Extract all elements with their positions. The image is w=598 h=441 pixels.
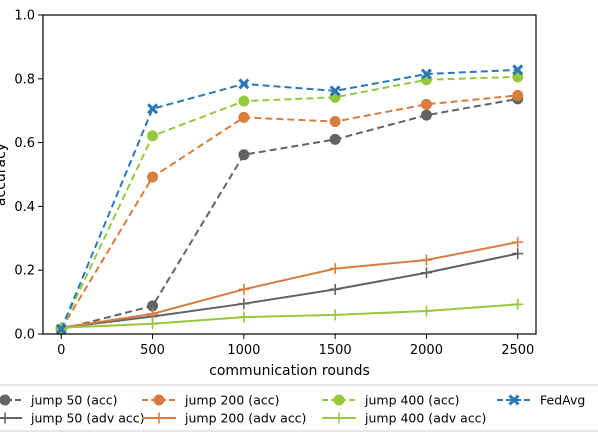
- data-point: [147, 308, 159, 320]
- data-point: [238, 78, 250, 90]
- legend-marker: [0, 412, 11, 424]
- x-tick-label: 1000: [227, 343, 260, 358]
- legend-item: jump 400 (acc): [322, 393, 459, 408]
- x-tick-label: 2000: [410, 343, 443, 358]
- data-point: [512, 236, 524, 248]
- legend-marker: [333, 412, 345, 424]
- data-point: [420, 305, 432, 317]
- x-tick-label: 0: [57, 343, 65, 358]
- legend-label: jump 50 (adv acc): [30, 411, 144, 426]
- y-axis-label: accuracy: [0, 143, 9, 206]
- legend-marker: [153, 394, 165, 406]
- data-point: [329, 85, 341, 97]
- series-line: [60, 94, 518, 330]
- legend-item: FedAvg: [497, 393, 585, 408]
- series-6: [55, 64, 524, 335]
- data-point: [420, 109, 432, 121]
- legend-item: jump 200 (adv acc): [142, 411, 306, 426]
- x-axis-label: communication rounds: [209, 363, 370, 379]
- data-point: [55, 323, 67, 335]
- legend-label: FedAvg: [540, 393, 585, 408]
- y-tick-label: 0.6: [14, 136, 35, 151]
- data-point: [147, 318, 159, 330]
- plot-frame: [42, 14, 537, 335]
- data-point: [147, 103, 159, 115]
- data-point: [420, 267, 432, 279]
- legend-label: jump 200 (acc): [184, 393, 279, 408]
- data-point: [238, 311, 250, 323]
- data-point: [238, 111, 250, 123]
- series-1: [55, 248, 524, 334]
- legend-item: jump 200 (acc): [142, 393, 279, 408]
- data-point: [238, 298, 250, 310]
- data-point: [420, 254, 432, 266]
- data-point: [420, 98, 432, 110]
- series-line: [60, 68, 518, 330]
- series-line: [61, 241, 518, 329]
- legend-label: jump 400 (acc): [364, 393, 459, 408]
- data-point: [147, 130, 159, 142]
- series-3: [55, 236, 524, 334]
- legend-marker: [508, 394, 520, 406]
- axis-ticks: 0 500 1000 1500 2000 2500 0.0 0.2 0.4 0.6 0.8 1.0: [14, 9, 534, 359]
- data-point: [329, 309, 341, 321]
- data-point: [238, 149, 250, 161]
- series-line: [61, 252, 518, 329]
- legend-label: jump 50 (acc): [30, 393, 118, 408]
- y-tick-label: 0.2: [14, 264, 35, 279]
- data-point: [329, 116, 341, 128]
- x-tick-label: 1500: [319, 343, 352, 358]
- data-point: [238, 95, 250, 107]
- y-tick-label: 0.8: [14, 72, 35, 87]
- series-line: [61, 97, 518, 331]
- data-point: [512, 298, 524, 310]
- legend-marker: [153, 412, 165, 424]
- series-0: [55, 93, 524, 335]
- y-tick-label: 1.0: [14, 9, 35, 24]
- x-tick-label: 2500: [501, 343, 534, 358]
- data-point: [329, 263, 341, 275]
- data-point: [238, 283, 250, 295]
- legend-item: jump 50 (acc): [0, 393, 118, 408]
- series-layer: [55, 64, 524, 335]
- data-point: [420, 68, 432, 80]
- series-line: [60, 75, 518, 330]
- legend: jump 50 (acc) jump 50 (adv acc) jump 200 (…: [0, 384, 598, 432]
- y-tick-label: 0.0: [14, 328, 35, 343]
- x-tick-label: 500: [140, 343, 165, 358]
- legend-item: jump 400 (adv acc): [322, 411, 486, 426]
- data-point: [147, 171, 159, 183]
- legend-label: jump 400 (adv acc): [364, 411, 486, 426]
- series-5: [55, 298, 524, 334]
- data-point: [512, 64, 524, 76]
- data-point: [329, 133, 341, 145]
- data-point: [512, 248, 524, 260]
- data-point: [147, 300, 159, 312]
- data-point: [329, 283, 341, 295]
- series-2: [55, 89, 524, 335]
- legend-item: jump 50 (adv acc): [0, 411, 144, 426]
- y-tick-label: 0.4: [14, 200, 35, 215]
- legend-label: jump 200 (adv acc): [184, 411, 306, 426]
- series-line: [61, 303, 518, 329]
- legend-marker: [0, 394, 11, 406]
- legend-marker: [333, 394, 345, 406]
- data-point: [512, 89, 524, 101]
